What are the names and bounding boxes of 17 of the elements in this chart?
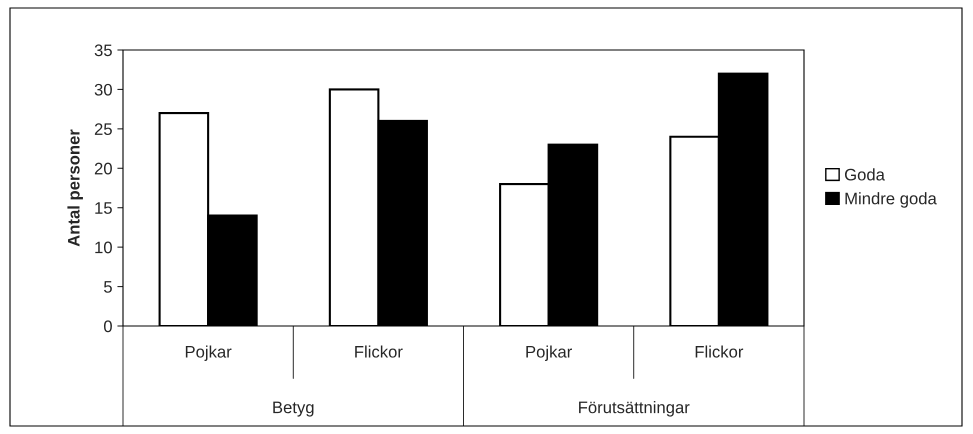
legend-label: Goda <box>844 168 885 181</box>
x-tick-label: Pojkar <box>186 345 232 361</box>
y-axis-title: Antal personer <box>67 129 83 246</box>
text: Förutsättningar <box>579 401 690 417</box>
y-tick-label: 30 <box>94 84 112 96</box>
y-tick-label: 0 <box>104 320 112 332</box>
x-tick-label: Flickor <box>355 345 403 358</box>
y-tick-label: 25 <box>94 123 112 136</box>
y-tick-label: 5 <box>104 281 112 293</box>
text: Betyg <box>273 402 314 417</box>
y-tick-label: 35 <box>94 44 112 56</box>
legend-label: Mindre goda <box>846 192 937 208</box>
x-tick-label: Flickor <box>696 345 744 358</box>
y-tick-label: 15 <box>95 202 112 214</box>
y-tick-label: 20 <box>94 162 112 174</box>
x-tick-label: Pojkar <box>526 345 572 361</box>
y-tick-label: 10 <box>95 242 112 254</box>
